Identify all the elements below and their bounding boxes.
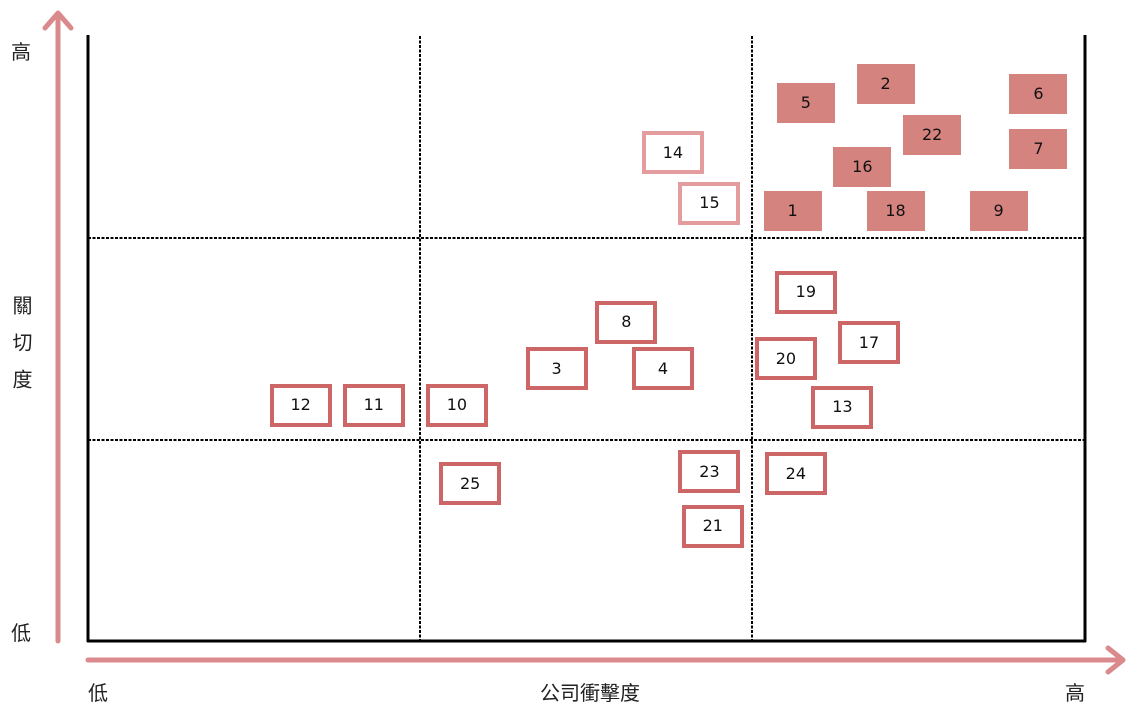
x-axis-high-label: 高 [1065, 681, 1085, 705]
issue-box-label: 3 [551, 358, 562, 378]
issue-box-label: 7 [1033, 138, 1044, 158]
issue-box-label: 13 [832, 397, 853, 417]
y-axis-arrowhead [42, 10, 74, 31]
issue-box-label: 8 [621, 312, 632, 332]
issue-box-17: 17 [837, 321, 900, 365]
issue-box-15: 15 [678, 181, 741, 225]
issue-box-label: 24 [785, 463, 807, 483]
x-axis-title: 公司衝擊度 [540, 681, 640, 705]
issue-box-label: 20 [775, 348, 797, 368]
issue-box-label: 4 [657, 358, 669, 378]
issue-box-label: 10 [446, 395, 468, 415]
issue-box-label: 5 [800, 92, 811, 112]
issue-box-label: 1 [787, 201, 798, 221]
y-axis-low-label: 低 [11, 621, 31, 645]
issue-box-6: 6 [1009, 74, 1068, 115]
issue-box-24: 24 [764, 452, 827, 496]
issue-box-label: 14 [662, 142, 684, 162]
issue-box-18: 18 [866, 191, 925, 232]
x-axis-arrow [85, 645, 1126, 675]
plot-frame [86, 35, 1087, 643]
issue-box-13: 13 [811, 385, 874, 429]
issue-box-label: 22 [921, 124, 943, 144]
issue-box-8: 8 [595, 300, 658, 344]
issue-box-label: 11 [363, 395, 384, 415]
issue-box-16: 16 [833, 147, 892, 188]
issue-box-14: 14 [641, 131, 704, 175]
issue-box-2: 2 [856, 64, 915, 105]
issue-box-11: 11 [342, 383, 405, 427]
issue-box-label: 15 [699, 193, 720, 213]
issue-box-25: 25 [439, 462, 502, 506]
issue-box-label: 19 [795, 282, 816, 302]
issue-box-10: 10 [425, 383, 488, 427]
grid-lines [88, 36, 1085, 641]
issue-box-20: 20 [754, 337, 817, 381]
issue-box-12: 12 [269, 383, 332, 427]
x-axis-low-label: 低 [88, 681, 108, 705]
y-axis-title: 關切度 [9, 295, 33, 406]
issue-box-22: 22 [903, 114, 962, 155]
issue-box-3: 3 [525, 347, 588, 391]
issue-box-label: 12 [290, 395, 311, 415]
issue-box-label: 9 [993, 201, 1004, 221]
issue-box-21: 21 [681, 504, 744, 548]
issue-box-label: 18 [885, 201, 906, 221]
issue-box-label: 21 [702, 516, 723, 536]
issue-box-9: 9 [969, 191, 1028, 232]
issue-box-label: 2 [880, 74, 891, 94]
issue-box-label: 16 [852, 157, 873, 177]
issue-box-4: 4 [631, 347, 694, 391]
issue-box-19: 19 [774, 270, 837, 314]
issue-box-23: 23 [678, 450, 741, 494]
issue-box-label: 23 [699, 461, 720, 481]
y-axis-arrow [42, 10, 74, 644]
issue-box-label: 25 [459, 473, 481, 493]
x-axis-arrowhead [1105, 645, 1126, 675]
issue-box-label: 6 [1033, 84, 1044, 104]
issue-box-1: 1 [763, 191, 822, 232]
issue-box-7: 7 [1009, 128, 1068, 169]
issue-box-label: 17 [858, 332, 880, 352]
y-axis-high-label: 高 [11, 40, 31, 64]
issue-box-5: 5 [776, 82, 835, 123]
